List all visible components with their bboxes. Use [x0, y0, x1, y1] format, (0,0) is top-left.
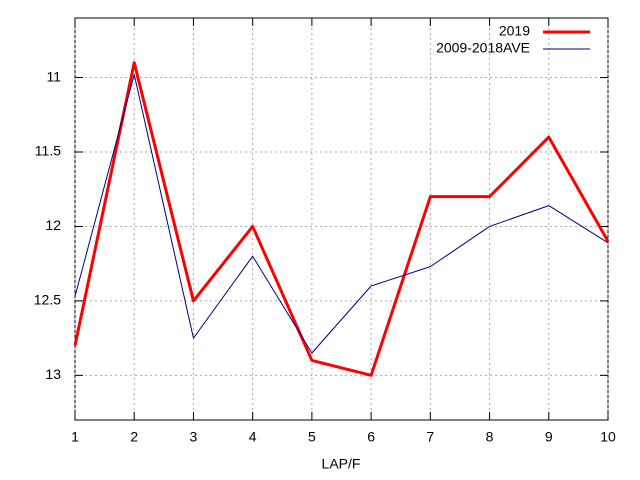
y-tick-label: 11.5	[35, 143, 61, 159]
x-tick-label: 5	[308, 429, 316, 445]
y-tick-label: 12	[45, 217, 61, 233]
x-axis-label: LAP/F	[322, 456, 361, 472]
x-tick-label: 7	[426, 429, 434, 445]
legend-label: 2019	[499, 23, 530, 39]
x-tick-label: 4	[249, 429, 257, 445]
series-line	[73, 61, 610, 377]
series-line	[74, 74, 609, 354]
x-tick-label: 10	[600, 429, 616, 445]
y-tick-label: 11	[46, 68, 61, 84]
x-tick-label: 9	[545, 429, 553, 445]
y-tick-label: 12.5	[34, 292, 61, 308]
x-tick-label: 1	[71, 429, 79, 445]
y-tick-label: 13	[45, 366, 61, 382]
legend-label: 2009-2018AVE	[436, 40, 530, 56]
x-tick-label: 6	[367, 429, 375, 445]
x-tick-label: 2	[130, 429, 138, 445]
x-tick-label: 3	[190, 429, 198, 445]
plot-frame	[74, 17, 609, 421]
x-tick-label: 8	[486, 429, 494, 445]
